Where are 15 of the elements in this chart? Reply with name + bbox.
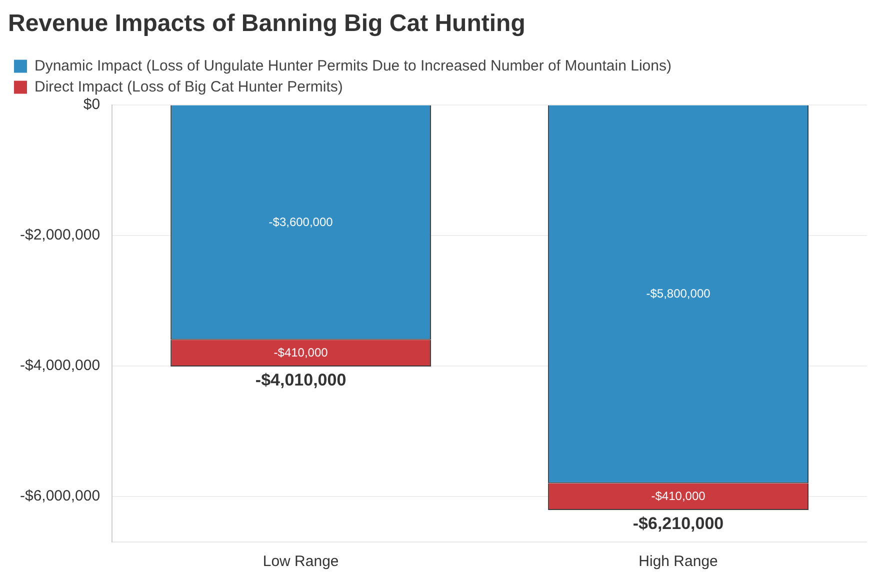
- y-tick-label: -$6,000,000: [20, 487, 100, 504]
- data-label: -$410,000: [274, 345, 328, 360]
- legend-label: Direct Impact (Loss of Big Cat Hunter Permits): [34, 78, 343, 96]
- data-label: -$3,600,000: [268, 214, 334, 229]
- legend-label: Dynamic Impact (Loss of Ungulate Hunter Permits Due to Increased Number of Mountain Lions): [34, 57, 672, 74]
- total-label: -$6,210,000: [632, 514, 724, 534]
- total-label: -$4,010,000: [255, 370, 346, 390]
- data-label: -$410,000: [651, 488, 706, 503]
- y-tick-label: -$2,000,000: [20, 226, 100, 244]
- data-label: -$5,800,000: [646, 286, 711, 301]
- x-tick-label: High Range: [638, 553, 718, 570]
- y-tick-label: $0: [83, 96, 100, 113]
- chart-title: Revenue Impacts of Banning Big Cat Hunting: [8, 10, 526, 38]
- y-tick-label: -$4,000,000: [20, 356, 100, 374]
- x-tick-label: Low Range: [262, 553, 339, 570]
